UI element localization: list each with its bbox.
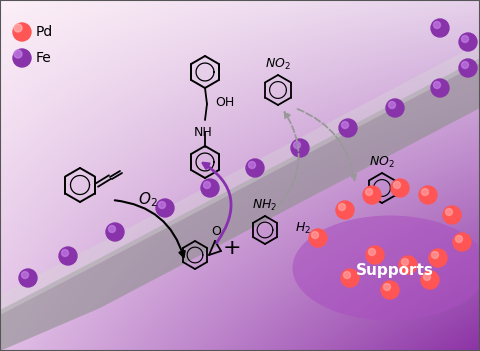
Circle shape — [386, 99, 404, 117]
Circle shape — [156, 199, 174, 217]
Circle shape — [456, 236, 463, 243]
Circle shape — [106, 223, 124, 241]
Text: NH: NH — [193, 126, 212, 139]
Circle shape — [363, 186, 381, 204]
Circle shape — [291, 139, 309, 157]
Circle shape — [19, 269, 37, 287]
Circle shape — [309, 229, 327, 247]
Circle shape — [388, 101, 396, 108]
Text: +: + — [223, 238, 241, 258]
Circle shape — [59, 247, 77, 265]
Circle shape — [204, 181, 211, 188]
Circle shape — [293, 141, 300, 148]
Circle shape — [421, 188, 429, 196]
Circle shape — [461, 35, 468, 42]
Circle shape — [459, 59, 477, 77]
Text: OH: OH — [215, 95, 234, 108]
Circle shape — [429, 249, 447, 267]
Circle shape — [365, 188, 372, 196]
Circle shape — [246, 159, 264, 177]
Circle shape — [391, 179, 409, 197]
Circle shape — [339, 119, 357, 137]
Text: $O_2$: $O_2$ — [138, 191, 158, 209]
Circle shape — [421, 271, 439, 289]
Circle shape — [431, 19, 449, 37]
Circle shape — [341, 121, 348, 128]
Circle shape — [419, 186, 437, 204]
Circle shape — [443, 206, 461, 224]
Circle shape — [61, 250, 69, 257]
Circle shape — [13, 49, 31, 67]
Polygon shape — [0, 58, 480, 351]
Text: Supports: Supports — [356, 263, 434, 278]
Circle shape — [344, 272, 350, 278]
Circle shape — [14, 24, 22, 32]
Circle shape — [384, 284, 391, 291]
Circle shape — [381, 281, 399, 299]
Circle shape — [432, 252, 439, 258]
Circle shape — [249, 161, 255, 168]
Text: $NH_2$: $NH_2$ — [252, 198, 277, 213]
Text: O: O — [211, 225, 221, 238]
Polygon shape — [0, 43, 480, 315]
Circle shape — [13, 23, 31, 41]
Text: $NO_2$: $NO_2$ — [265, 57, 291, 72]
Circle shape — [431, 79, 449, 97]
Text: $H_2$: $H_2$ — [295, 220, 311, 236]
Text: Fe: Fe — [36, 51, 52, 65]
Circle shape — [369, 249, 375, 256]
Circle shape — [108, 225, 116, 232]
Circle shape — [459, 33, 477, 51]
Circle shape — [401, 258, 408, 265]
Text: $NO_2$: $NO_2$ — [369, 155, 395, 170]
Circle shape — [399, 256, 417, 274]
Circle shape — [423, 273, 431, 280]
Circle shape — [158, 201, 166, 208]
Circle shape — [22, 272, 28, 278]
Circle shape — [341, 269, 359, 287]
Ellipse shape — [292, 216, 480, 320]
Circle shape — [453, 233, 471, 251]
Text: Pd: Pd — [36, 25, 53, 39]
Circle shape — [366, 246, 384, 264]
Circle shape — [433, 21, 441, 28]
Circle shape — [394, 181, 400, 188]
Circle shape — [338, 204, 346, 211]
Circle shape — [433, 81, 441, 88]
Circle shape — [461, 61, 468, 68]
Circle shape — [201, 179, 219, 197]
Circle shape — [445, 208, 453, 216]
Circle shape — [312, 232, 319, 238]
Circle shape — [336, 201, 354, 219]
Circle shape — [14, 50, 22, 58]
